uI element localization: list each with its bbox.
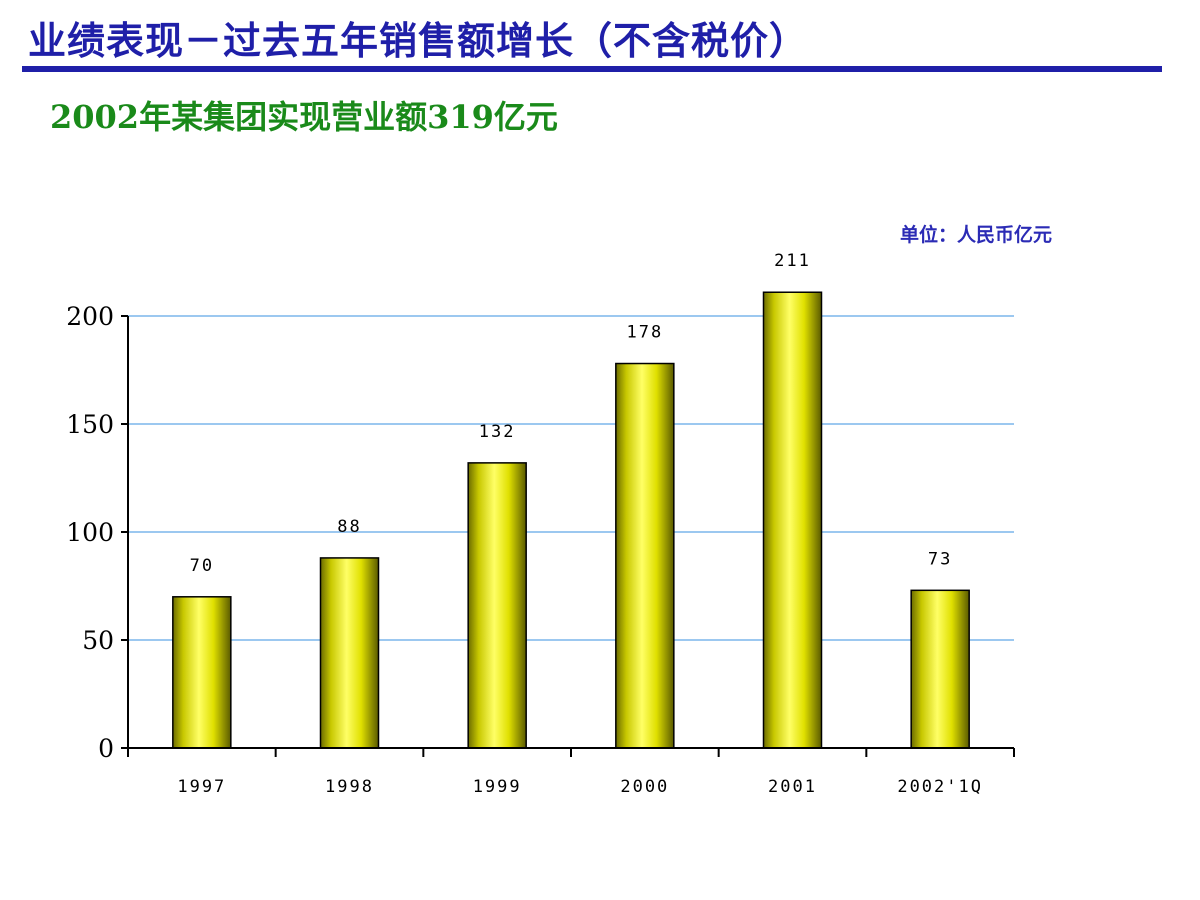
y-tick-label: 50 [82, 626, 114, 655]
slide-title: 业绩表现－过去五年销售额增长（不含税价） [28, 19, 809, 63]
x-tick-label: 1999 [473, 777, 522, 797]
data-label: 73 [928, 549, 952, 569]
bar-2002'1Q [910, 589, 970, 749]
gridlines [128, 315, 1014, 641]
axes [121, 315, 1015, 757]
bar-2001 [762, 291, 823, 749]
y-tick-label: 0 [98, 734, 114, 763]
x-tick-label: 2001 [768, 777, 817, 797]
y-tick-label: 100 [66, 518, 114, 547]
bar-1999 [467, 462, 527, 749]
x-tick-label: 1997 [177, 777, 226, 797]
bar-1998 [319, 557, 380, 749]
x-tick-label: 2000 [620, 777, 669, 797]
data-label: 178 [626, 323, 663, 343]
data-label: 70 [190, 556, 214, 576]
title-rule [22, 66, 1162, 72]
unit-label: 单位：人民币亿元 [900, 224, 1053, 246]
x-tick-label: 1998 [325, 777, 374, 797]
data-label: 211 [774, 251, 811, 271]
labels: 0 50 100 150 200 70 1997 88 1998 132 1999 178 2000 21… [66, 251, 983, 797]
y-tick-label: 200 [66, 302, 114, 331]
bars [172, 291, 970, 749]
data-label: 88 [337, 517, 361, 537]
bar-1997 [172, 596, 232, 749]
bar-2000 [615, 362, 675, 749]
y-tick-label: 150 [66, 410, 114, 439]
x-tick-label: 2002'1Q [897, 777, 983, 797]
slide-subtitle: 2002年某集团实现营业额319亿元 [50, 98, 558, 136]
data-label: 132 [479, 422, 516, 442]
